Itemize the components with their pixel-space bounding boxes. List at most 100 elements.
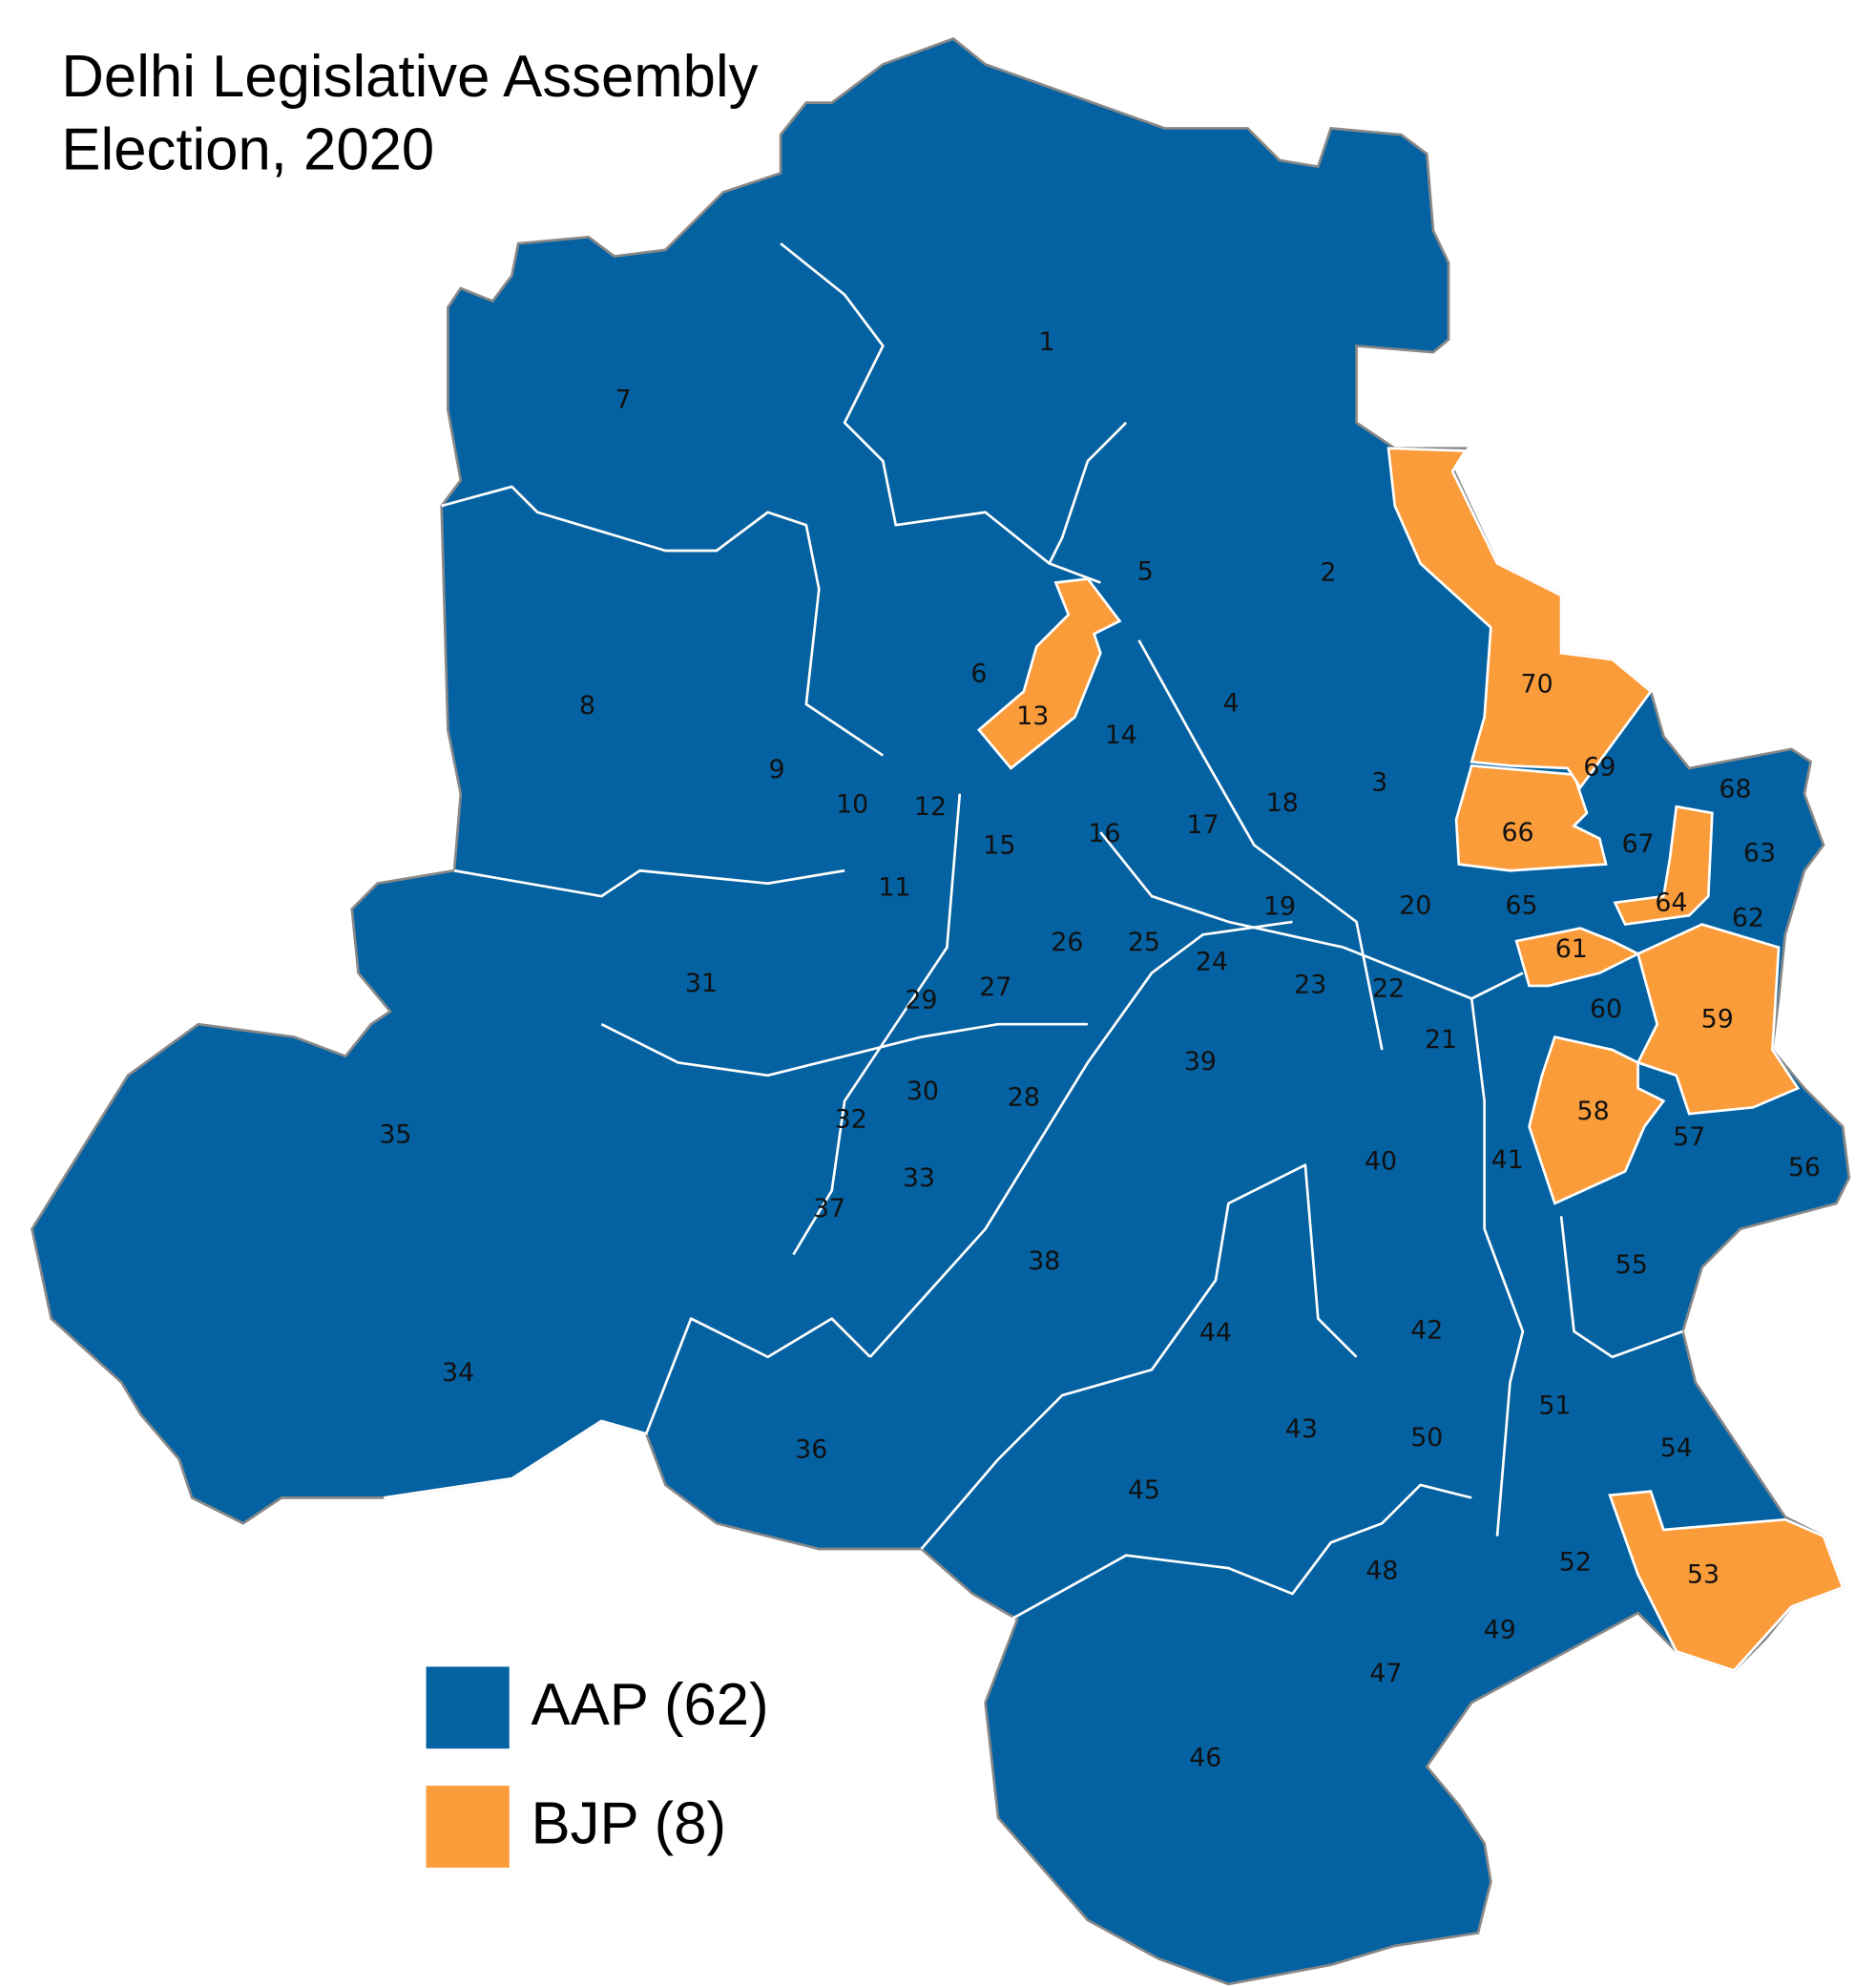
constituency-label: 37: [813, 1194, 845, 1224]
constituency: [1613, 805, 1714, 927]
constituency-label: 46: [1189, 1743, 1221, 1772]
constituency: [1528, 1035, 1666, 1205]
constituency-label: 40: [1365, 1147, 1397, 1177]
border: [600, 1022, 1088, 1077]
inner-borders: [384, 242, 1683, 1621]
border: [792, 793, 962, 1256]
constituency-label: 62: [1732, 904, 1764, 933]
constituency-label: 54: [1660, 1433, 1693, 1463]
border: [1559, 1216, 1683, 1359]
constituency-label: 38: [1028, 1246, 1060, 1276]
constituency-label: 67: [1621, 829, 1654, 859]
constituency-label: 70: [1521, 669, 1553, 699]
constituency-label: 52: [1559, 1547, 1592, 1577]
constituency: [1608, 1490, 1845, 1672]
constituency-label: 24: [1196, 947, 1228, 976]
constituency-label: 4: [1223, 688, 1240, 718]
constituency-label: 57: [1673, 1122, 1705, 1152]
constituency-label: 9: [768, 755, 784, 784]
border: [453, 868, 845, 898]
constituency-label: 19: [1263, 892, 1296, 922]
constituency-label: 8: [579, 691, 595, 721]
constituency-label: 20: [1399, 890, 1431, 920]
border: [1048, 421, 1128, 584]
constituency-label: 42: [1410, 1316, 1443, 1346]
constituency-label: 10: [836, 789, 868, 819]
border: [384, 1317, 871, 1499]
border: [441, 485, 885, 757]
constituency-label: 66: [1501, 818, 1533, 847]
constituency-label: 59: [1701, 1005, 1734, 1035]
constituency-label: 12: [914, 792, 947, 822]
constituency-label: 14: [1105, 721, 1137, 750]
constituency-label: 64: [1655, 889, 1687, 918]
constituency-label: 69: [1583, 752, 1615, 782]
constituency-label: 58: [1577, 1097, 1610, 1126]
legend-swatch: [426, 1666, 510, 1749]
constituency-label: 15: [983, 830, 1015, 860]
constituency-label: 48: [1365, 1557, 1398, 1586]
legend-label: BJP (8): [532, 1791, 727, 1857]
constituency-label: 50: [1410, 1423, 1443, 1453]
constituency-label: 53: [1687, 1560, 1720, 1590]
constituency-label: 65: [1505, 890, 1537, 920]
legend: AAP (62) BJP (8): [426, 1666, 769, 1868]
constituency-label: 1: [1038, 327, 1054, 357]
constituency-label: 16: [1088, 819, 1120, 848]
territory: [31, 37, 1851, 1986]
constituency: [977, 577, 1122, 770]
constituency-label: 26: [1051, 928, 1083, 957]
constituency-label: 11: [878, 873, 910, 903]
constituency-label: 6: [970, 659, 987, 689]
constituency-label: 61: [1555, 934, 1588, 964]
border: [920, 1163, 1358, 1550]
constituency-label: 31: [685, 969, 718, 998]
constituency-label: 44: [1199, 1318, 1232, 1348]
constituency-label: 36: [795, 1434, 827, 1464]
constituency-label: 33: [903, 1163, 935, 1193]
border: [1010, 1483, 1472, 1621]
constituency-label: 21: [1425, 1025, 1457, 1055]
constituency-label: 17: [1187, 810, 1219, 840]
constituency-label: 63: [1743, 838, 1776, 868]
constituency-label: 23: [1294, 970, 1326, 999]
constituency-label: 13: [1016, 701, 1049, 731]
border: [868, 920, 1293, 1358]
constituency-label: 47: [1369, 1659, 1402, 1688]
constituency-label: 49: [1484, 1615, 1516, 1644]
constituency-label: 35: [379, 1119, 411, 1149]
constituency-label: 68: [1719, 774, 1751, 804]
constituency-label: 3: [1371, 768, 1387, 798]
constituency: [1454, 763, 1608, 872]
constituency-label: 32: [835, 1104, 867, 1134]
constituency: [1636, 923, 1801, 1116]
constituency-label: 41: [1491, 1145, 1524, 1175]
constituency-label: 27: [979, 973, 1011, 1002]
constituency-label: 25: [1128, 928, 1160, 957]
constituency: [1514, 927, 1641, 988]
constituency-label: 34: [442, 1358, 474, 1388]
constituency-label: 60: [1590, 994, 1622, 1024]
constituency-label: 55: [1615, 1250, 1648, 1280]
border: [1137, 639, 1384, 1051]
border: [1470, 998, 1525, 1537]
constituency-label: 45: [1128, 1475, 1160, 1505]
title-line: Delhi Legislative Assembly: [61, 44, 758, 110]
constituency-label: 56: [1788, 1153, 1821, 1182]
constituency-label: 22: [1372, 973, 1405, 1003]
constituency-label: 39: [1184, 1047, 1217, 1077]
constituency-label: 18: [1266, 788, 1299, 818]
constituency-label: 51: [1538, 1391, 1571, 1421]
regions: [31, 37, 1851, 1986]
border: [780, 242, 1051, 565]
legend-label: AAP (62): [532, 1672, 769, 1738]
constituency-label: 43: [1285, 1414, 1318, 1444]
constituency-label: 29: [906, 986, 938, 1015]
constituency: [1386, 447, 1653, 790]
constituency-label: 7: [615, 386, 632, 415]
constituency-label: 5: [1137, 556, 1154, 586]
constituency-label: 2: [1320, 558, 1336, 588]
constituency-label: 28: [1008, 1082, 1040, 1112]
